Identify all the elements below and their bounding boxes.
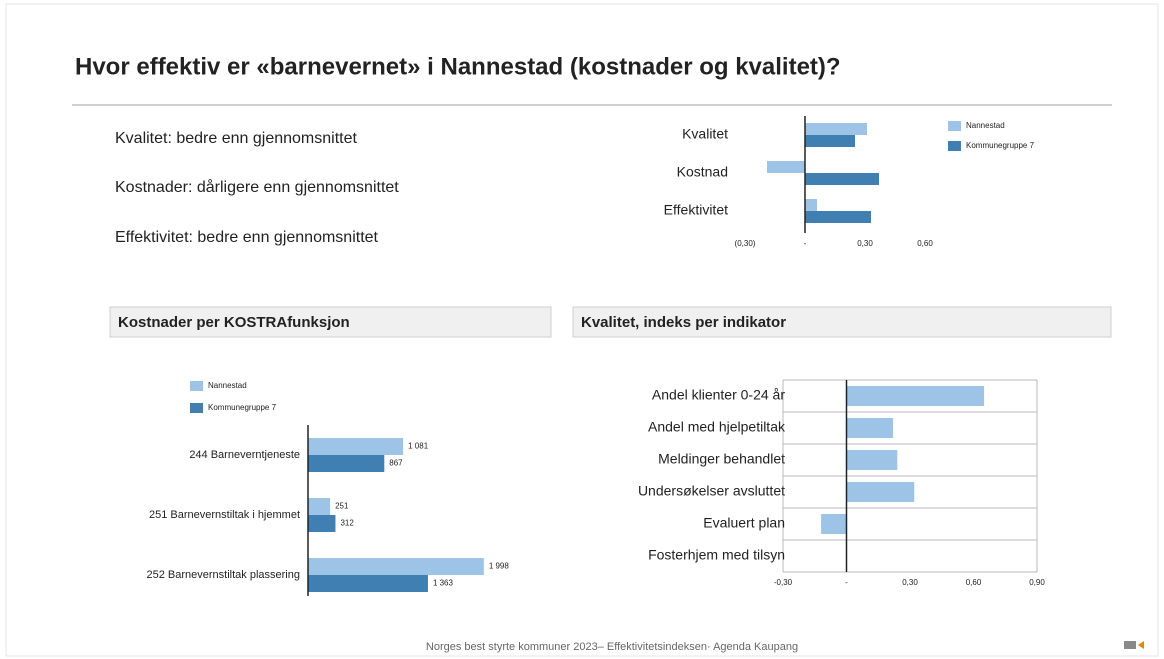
x-tick-label: 0,30	[902, 578, 918, 587]
section-box	[109, 306, 552, 338]
x-tick-label: -	[804, 239, 807, 248]
value-label: 1 081	[408, 442, 429, 451]
bar	[308, 575, 428, 592]
summary-line: Kostnader: dårligere enn gjennomsnittet	[115, 178, 399, 196]
logo	[1124, 641, 1144, 649]
value-label: 312	[340, 519, 354, 528]
bar	[821, 514, 847, 534]
x-tick-label: 0,30	[857, 239, 873, 248]
bar	[805, 199, 817, 211]
summary-line: Effektivitet: bedre enn gjennomsnittet	[115, 229, 379, 246]
x-tick-label: -0,30	[774, 578, 793, 587]
legend-swatch	[948, 141, 961, 151]
category-label: Andel med hjelpetiltak	[648, 419, 786, 435]
section-title: Kvalitet, indeks per indikator	[581, 314, 786, 331]
category-label: Evaluert plan	[703, 515, 785, 531]
value-label: 251	[335, 502, 349, 511]
bar	[805, 123, 867, 135]
category-label: Andel klienter 0-24 år	[652, 387, 785, 403]
bar	[308, 558, 484, 575]
slide-title: Hvor effektiv er «barnevernet» i Nannest…	[75, 53, 841, 80]
bar	[308, 515, 336, 532]
bar	[805, 173, 879, 185]
bar	[308, 438, 404, 455]
bar	[846, 418, 894, 438]
x-tick-label: 0,60	[966, 578, 982, 587]
x-tick-label: (0,30)	[735, 239, 756, 248]
section-title: Kostnader per KOSTRAfunksjon	[118, 314, 350, 331]
value-label: 867	[389, 459, 403, 468]
footer: Norges best styrte kommuner 2023– Effekt…	[426, 641, 798, 653]
bar	[308, 455, 385, 472]
value-label: 1 363	[433, 579, 454, 588]
category-label: Kostnad	[677, 164, 728, 180]
slide-frame	[5, 3, 1159, 657]
category-label: Effektivitet	[664, 202, 728, 218]
category-label: 251 Barnevernstiltak i hjemmet	[149, 509, 300, 521]
bar	[767, 161, 805, 173]
category-label: 252 Barnevernstiltak plassering	[147, 569, 300, 581]
legend-swatch	[948, 121, 961, 131]
legend-swatch	[190, 381, 203, 391]
summary-line: Kvalitet: bedre enn gjennomsnittet	[115, 130, 357, 147]
value-label: 1 998	[489, 562, 510, 571]
legend-swatch	[190, 403, 203, 413]
legend-label: Nannestad	[966, 121, 1005, 130]
category-label: 244 Barneverntjeneste	[189, 449, 300, 461]
legend-label: Kommunegruppe 7	[966, 141, 1035, 150]
section-box	[572, 306, 1112, 338]
bar	[805, 135, 855, 147]
legend-label: Kommunegruppe 7	[208, 403, 277, 412]
legend-label: Nannestad	[208, 381, 247, 390]
category-label: Meldinger behandlet	[658, 451, 785, 467]
x-tick-label: -	[845, 578, 848, 587]
bar	[805, 211, 871, 223]
bar	[846, 386, 985, 406]
x-tick-label: 0,90	[1029, 578, 1045, 587]
category-label: Kvalitet	[682, 126, 728, 142]
x-tick-label: 0,60	[917, 239, 933, 248]
category-label: Fosterhjem med tilsyn	[648, 547, 785, 563]
bar	[308, 498, 331, 515]
category-label: Undersøkelser avsluttet	[638, 483, 785, 499]
bar	[846, 482, 915, 502]
bar	[846, 450, 898, 470]
